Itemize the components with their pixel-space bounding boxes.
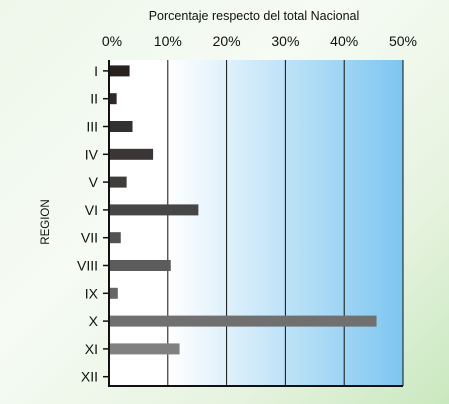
bar-XI: [109, 343, 180, 355]
category-label-XI: XI: [85, 341, 98, 357]
x-tick-label: 30%: [271, 33, 299, 49]
category-label-II: II: [90, 91, 98, 107]
bar-VI: [109, 204, 199, 216]
bar-X: [109, 315, 377, 327]
y-axis-label: REGION: [40, 199, 52, 244]
category-label-XII: XII: [81, 369, 98, 385]
bar-II: [109, 93, 117, 105]
category-label-VI: VI: [85, 202, 98, 218]
category-label-VIII: VIII: [77, 258, 98, 274]
chart-title: Porcentaje respecto del total Nacional: [149, 9, 360, 23]
category-label-I: I: [94, 63, 98, 79]
x-tick-label: 50%: [389, 33, 417, 49]
bars: [109, 65, 377, 355]
bar-III: [109, 121, 133, 132]
category-label-X: X: [89, 313, 99, 329]
category-label-IV: IV: [85, 146, 99, 162]
category-label-IX: IX: [85, 285, 99, 301]
plot-area: [109, 60, 403, 386]
bar-I: [109, 65, 130, 77]
gridlines: [167, 60, 404, 386]
category-label-V: V: [89, 174, 99, 190]
bar-VII: [109, 232, 121, 244]
category-label-VII: VII: [81, 230, 98, 246]
x-tick-label: 40%: [330, 33, 358, 49]
bar-VIII: [109, 260, 171, 271]
bar-IV: [109, 148, 154, 160]
bar-V: [109, 176, 127, 188]
x-tick-label: 10%: [154, 33, 182, 49]
x-tick-labels: 0% 10% 20% 30% 40% 50%: [102, 33, 417, 49]
axes: [103, 60, 403, 387]
bar-IX: [109, 287, 118, 299]
category-label-III: III: [86, 119, 98, 135]
x-tick-label: 20%: [213, 33, 241, 49]
x-tick-label: 0%: [102, 33, 122, 49]
